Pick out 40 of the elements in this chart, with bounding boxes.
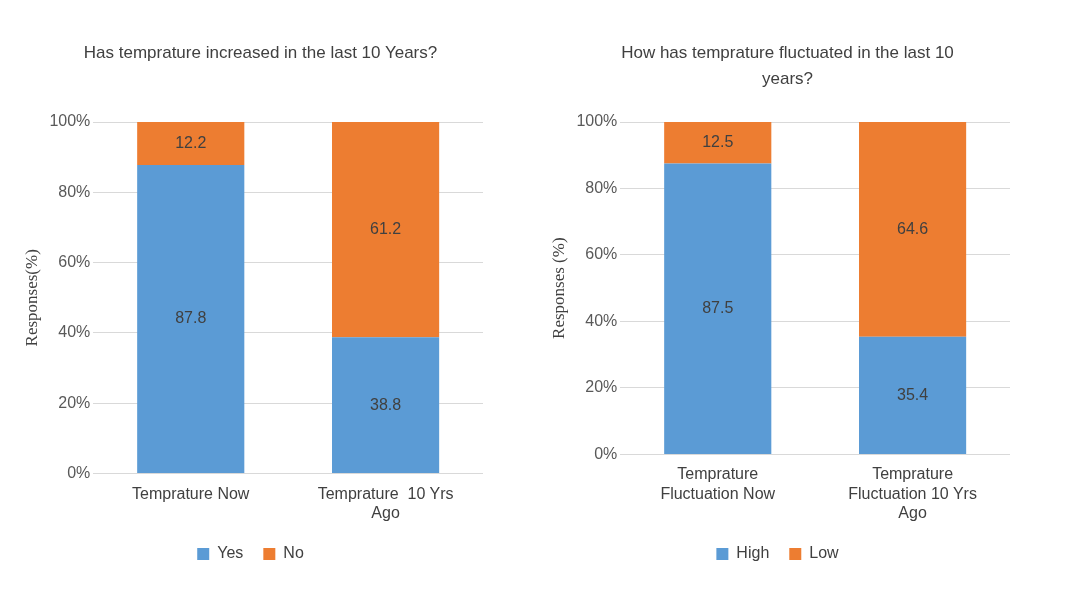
legend-label: No [283, 544, 304, 562]
bar [664, 163, 772, 454]
data-label: 87.5 [702, 299, 734, 317]
bar [859, 122, 967, 337]
y-tick-label: 60% [585, 245, 618, 263]
y-tick-label: 40% [58, 323, 91, 341]
chart-title: How has temprature fluctuated in the last 10 years? [620, 42, 955, 90]
x-tick-label: Temprature Fluctuation Now [660, 465, 776, 502]
y-tick-label: 100% [576, 112, 618, 130]
bar [332, 122, 440, 338]
bar [137, 122, 245, 165]
legend-label: Yes [217, 544, 244, 562]
data-label: 38.8 [370, 395, 402, 413]
x-tick-label: Temprature Now [132, 484, 250, 502]
bar [137, 164, 245, 474]
y-tick-label: 20% [58, 393, 91, 411]
y-tick-label: 20% [585, 378, 618, 396]
data-label: 35.4 [897, 385, 929, 403]
legend-label: High [736, 544, 770, 562]
data-label: 12.5 [702, 133, 734, 151]
y-tick-label: 40% [585, 311, 618, 329]
data-label: 12.2 [175, 133, 207, 151]
bar [332, 337, 440, 474]
x-tick-label: Temprature 10 Yrs Ago [317, 484, 454, 521]
y-tick-label: 80% [585, 178, 618, 196]
bar [859, 336, 967, 454]
y-tick-label: 0% [67, 464, 91, 482]
y-tick-label: 60% [58, 253, 91, 271]
bar [664, 122, 772, 164]
data-label: 61.2 [370, 220, 402, 237]
x-tick-label: Temprature Fluctuation 10 Yrs Ago [848, 465, 977, 521]
y-tick-label: 80% [58, 182, 91, 200]
legend-label: Low [809, 544, 840, 562]
y-tick-label: 0% [594, 444, 618, 462]
y-axis-title: Responses (%) [548, 237, 568, 339]
y-axis-title: Responses(%) [21, 249, 41, 347]
data-label: 87.8 [175, 309, 207, 327]
y-tick-label: 100% [49, 112, 91, 130]
chart-title: Has temprature increased in the last 10 Years? [82, 42, 439, 64]
data-label: 64.6 [897, 219, 929, 237]
